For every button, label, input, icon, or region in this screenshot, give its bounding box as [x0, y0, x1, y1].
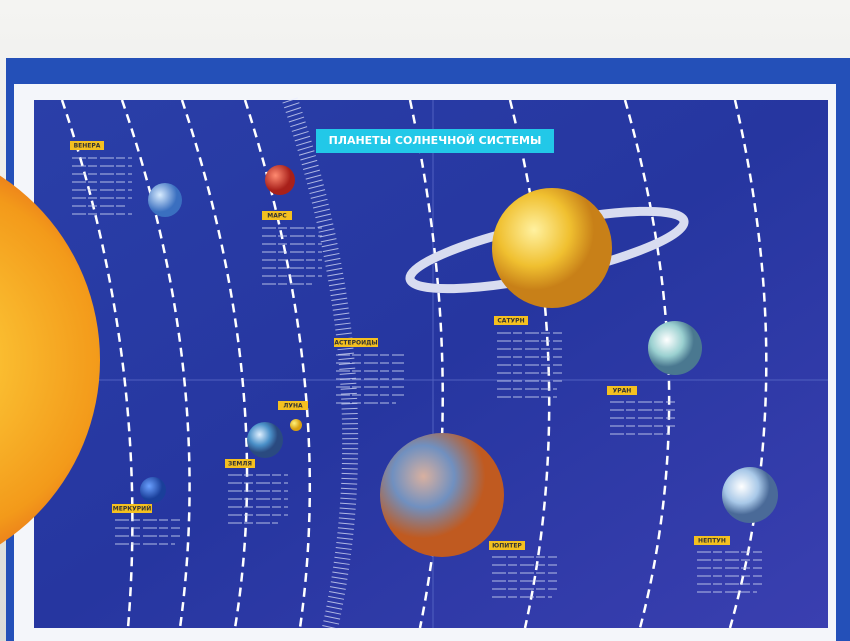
planet-label: МЕРКУРИЙ: [113, 505, 151, 513]
uranus: [648, 321, 702, 375]
title: ПЛАНЕТЫ СОЛНЕЧНОЙ СИСТЕМЫ: [329, 134, 542, 147]
planet-label: ЮПИТЕР: [492, 543, 522, 550]
poster-photo: ПЛАНЕТЫ СОЛНЕЧНОЙ СИСТЕМЫ ВЕНЕРА МАРС АС…: [0, 0, 850, 641]
jupiter: [380, 433, 504, 557]
earth: [247, 422, 283, 458]
mars: [265, 165, 295, 195]
planet-label: ЗЕМЛЯ: [228, 461, 252, 468]
planet-label: УРАН: [613, 388, 632, 395]
mercury: [140, 477, 166, 503]
planet-label: МАРС: [267, 213, 287, 220]
planet-label: ЛУНА: [283, 403, 303, 410]
planet-label: АСТЕРОИДЫ: [334, 340, 377, 347]
saturn: [492, 188, 612, 308]
planet-label: НЕПТУН: [698, 538, 726, 545]
moon: [290, 419, 302, 431]
venus: [148, 183, 182, 217]
planet-label: ВЕНЕРА: [74, 143, 101, 150]
neptune: [722, 467, 778, 523]
planet-label: САТУРН: [497, 318, 524, 325]
